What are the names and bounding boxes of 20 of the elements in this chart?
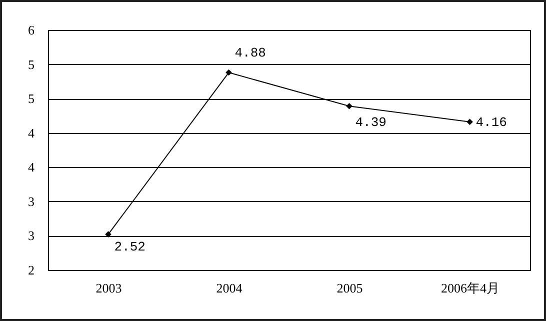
y-tick-label: 6 <box>28 22 35 38</box>
y-tick-label: 2 <box>28 262 34 278</box>
y-tick-label: 4 <box>28 125 35 140</box>
x-tick-label: 2006年4月 <box>441 280 500 296</box>
data-label: 4.16 <box>476 114 507 130</box>
x-tick-label: 2004 <box>216 280 243 296</box>
y-tick-label: 3 <box>28 228 34 244</box>
point <box>346 102 352 110</box>
x-tick-label: 2003 <box>96 280 122 296</box>
point <box>105 231 112 238</box>
x-tick-label: 2005 <box>336 280 363 296</box>
y-tick-label: 4 <box>28 160 35 175</box>
point <box>226 69 232 76</box>
data-label: 4.39 <box>355 115 386 130</box>
y-tick-label: 5 <box>28 91 34 106</box>
point <box>466 118 473 126</box>
y-tick-label: 5 <box>28 56 34 72</box>
data-label: 4.88 <box>234 46 266 61</box>
data-label: 2.52 <box>114 239 146 254</box>
y-tick-label: 3 <box>28 194 34 209</box>
